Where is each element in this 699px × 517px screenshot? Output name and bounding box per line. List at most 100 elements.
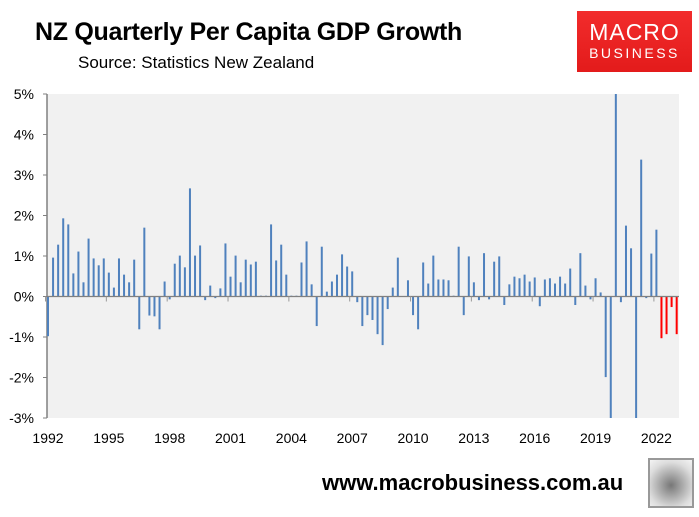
bar [214,296,217,299]
x-tick-label: 2004 [276,430,307,446]
bar [194,255,197,297]
bar [138,296,141,330]
bar [183,267,186,297]
bar [391,287,394,297]
macrobusiness-logo: MACRO BUSINESS [577,11,692,72]
bar [335,274,338,297]
bar [133,259,136,297]
bar [285,274,288,297]
bar [554,283,556,297]
bar [614,94,617,297]
bar [356,296,359,303]
bar [406,280,409,297]
logo-line2: BUSINESS [589,45,680,61]
bar [102,258,105,297]
bar [376,296,379,335]
bar [47,296,49,337]
bar [386,296,389,310]
bar [188,188,191,297]
bar [128,282,131,297]
bar [341,254,344,297]
bar [427,283,430,297]
bar [472,282,475,297]
bar [224,243,227,297]
bar [330,281,333,297]
bar [559,276,562,297]
bar [112,287,115,297]
bar [599,292,602,297]
bar [574,296,577,306]
bar [630,248,633,297]
bar [533,277,536,297]
bar [518,278,521,297]
y-tick-label: 1% [14,248,34,264]
bar [123,274,126,297]
bar [178,255,181,297]
bar [219,288,222,297]
bar [87,238,90,297]
bar [57,244,60,297]
bar [325,291,328,297]
bar [477,296,480,301]
bar [624,225,627,297]
bar-highlight [670,296,673,308]
bar [513,276,516,297]
bar [528,281,531,297]
bar [381,296,384,346]
bar [158,296,161,330]
x-tick-label: 2010 [397,430,428,446]
bar [199,245,202,297]
bar-highlight [660,296,663,339]
bar [467,256,470,297]
bar [234,255,237,297]
bar [442,279,445,297]
bar [584,285,587,297]
bar [92,258,95,297]
bar [300,262,303,297]
bar [229,276,232,297]
bar [635,296,638,418]
logo-line1: MACRO [589,19,680,45]
bar-highlight [665,296,668,335]
bar [523,274,526,297]
bar [244,259,247,297]
bar [412,296,415,316]
bar [72,273,75,297]
bar [457,246,460,297]
bar [275,260,278,297]
bar [62,218,65,297]
wolf-head-icon [648,458,694,508]
y-tick-label: -3% [9,410,34,426]
chart-title: NZ Quarterly Per Capita GDP Growth [35,18,462,46]
bar [437,279,440,297]
bar [422,262,425,297]
bar [107,272,110,297]
bar [564,283,567,297]
bar [417,296,420,330]
chart-source: Source: Statistics New Zealand [78,53,315,72]
y-tick-label: 2% [14,208,34,224]
bar [148,296,151,316]
x-tick-label: 1995 [93,430,124,446]
bar [346,266,349,297]
y-tick-label: 0% [14,289,34,305]
bar [351,271,354,297]
y-tick-label: -1% [9,329,34,345]
bar [498,256,501,297]
bar [82,282,85,297]
bar [239,282,242,297]
x-tick-label: 2001 [215,430,246,446]
bar [315,296,318,327]
bar [594,278,597,297]
bar [254,261,257,297]
bar-highlight [675,296,678,335]
bar [310,284,313,297]
x-tick-label: 2007 [337,430,368,446]
bar [249,264,252,297]
bar [67,224,70,297]
bar [366,296,369,316]
bar [270,224,273,297]
bar [361,296,364,327]
bar [163,281,166,297]
